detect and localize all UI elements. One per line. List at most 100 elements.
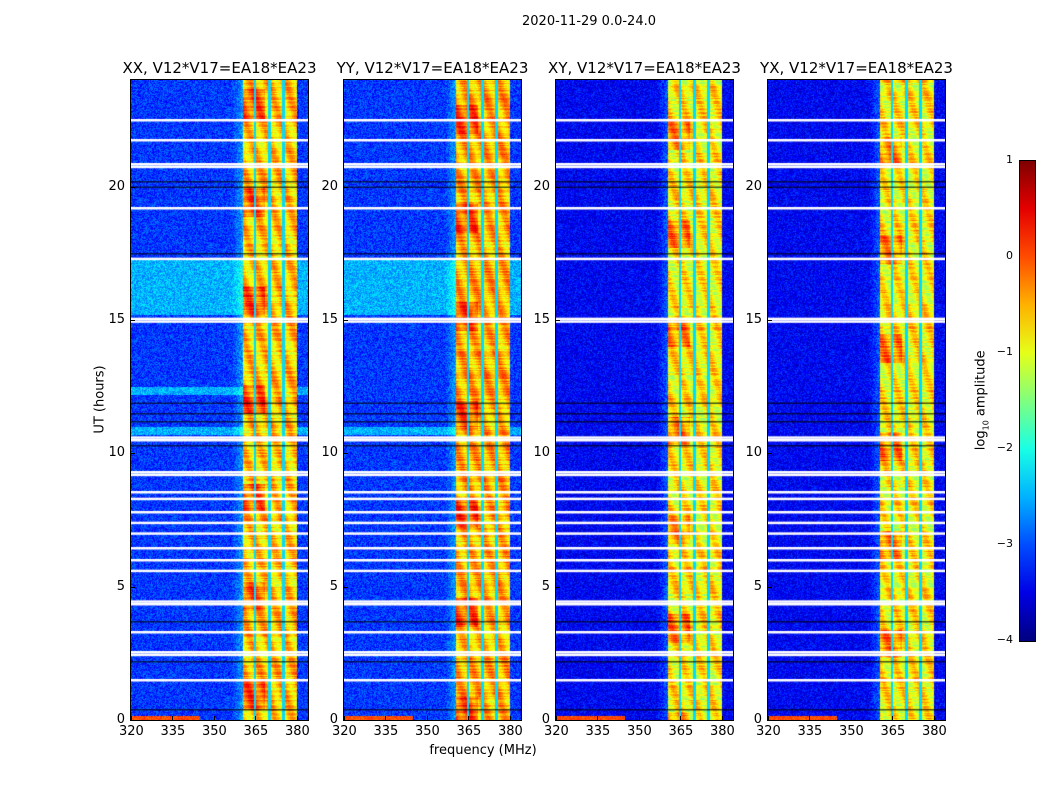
colorbar-tick-label: −1 bbox=[996, 345, 1013, 358]
x-tick-mark bbox=[426, 716, 428, 720]
y-axis-label: UT (hours) bbox=[92, 365, 108, 434]
x-tick-mark bbox=[809, 716, 811, 720]
x-tick-label: 365 bbox=[668, 724, 694, 739]
y-tick-mark bbox=[556, 320, 560, 321]
heatmap-panel-1 bbox=[343, 79, 522, 721]
x-tick-label: 335 bbox=[160, 724, 186, 739]
colorbar-tick-label: −3 bbox=[996, 537, 1013, 550]
x-tick-label: 350 bbox=[626, 724, 652, 739]
x-tick-mark bbox=[509, 716, 511, 720]
y-tick-label: 15 bbox=[108, 312, 125, 327]
panel-title: YX, V12*V17=EA18*EA23 bbox=[760, 59, 953, 77]
x-tick-label: 350 bbox=[414, 724, 440, 739]
y-tick-label: 5 bbox=[116, 578, 125, 594]
x-tick-label: 380 bbox=[709, 724, 735, 739]
x-tick-mark bbox=[296, 716, 298, 720]
y-tick-label: 20 bbox=[745, 178, 762, 194]
y-tick-mark bbox=[768, 586, 772, 588]
y-tick-mark bbox=[556, 586, 560, 588]
x-axis-label: frequency (MHz) bbox=[429, 743, 537, 758]
x-tick-label: 350 bbox=[201, 724, 227, 739]
heatmap-panel-2 bbox=[555, 79, 734, 721]
panel-title: XX, V12*V17=EA18*EA23 bbox=[122, 59, 317, 77]
y-tick-label: 10 bbox=[321, 445, 338, 461]
y-tick-label: 20 bbox=[533, 178, 550, 194]
colorbar-tick-label: 0 bbox=[1006, 249, 1013, 262]
x-tick-mark bbox=[468, 716, 470, 720]
panel-title: XY, V12*V17=EA18*EA23 bbox=[548, 59, 741, 77]
x-tick-mark bbox=[131, 716, 132, 720]
y-tick-label: 20 bbox=[321, 178, 338, 194]
y-tick-mark bbox=[556, 453, 560, 455]
x-tick-mark bbox=[556, 716, 557, 720]
y-tick-label: 15 bbox=[321, 312, 338, 327]
heatmap-image bbox=[768, 80, 945, 720]
y-tick-mark bbox=[556, 186, 560, 188]
y-tick-mark bbox=[344, 586, 348, 588]
y-tick-label: 10 bbox=[745, 445, 762, 461]
x-tick-mark bbox=[768, 716, 769, 720]
y-tick-label: 15 bbox=[745, 312, 762, 327]
x-tick-mark bbox=[344, 716, 345, 720]
x-tick-mark bbox=[680, 716, 682, 720]
x-tick-label: 335 bbox=[373, 724, 399, 739]
y-tick-mark bbox=[344, 720, 348, 721]
y-tick-mark bbox=[131, 453, 135, 455]
colorbar bbox=[1019, 160, 1036, 642]
heatmap-panel-3 bbox=[767, 79, 946, 721]
y-tick-mark bbox=[131, 186, 135, 188]
figure-title: 2020-11-29 0.0-24.0 bbox=[522, 14, 656, 29]
y-tick-label: 20 bbox=[108, 178, 125, 194]
x-tick-label: 380 bbox=[284, 724, 310, 739]
x-tick-label: 335 bbox=[585, 724, 611, 739]
heatmap-image bbox=[344, 80, 521, 720]
colorbar-tick-label: 1 bbox=[1006, 153, 1013, 166]
y-tick-label: 0 bbox=[541, 712, 550, 727]
colorbar-tick-label: −4 bbox=[996, 633, 1013, 646]
x-tick-mark bbox=[597, 716, 599, 720]
x-tick-label: 335 bbox=[797, 724, 823, 739]
y-tick-mark bbox=[131, 586, 135, 588]
x-tick-mark bbox=[213, 716, 215, 720]
y-tick-label: 0 bbox=[116, 712, 125, 727]
y-tick-label: 15 bbox=[533, 312, 550, 327]
x-tick-label: 365 bbox=[243, 724, 269, 739]
heatmap-panel-0 bbox=[130, 79, 309, 721]
y-tick-mark bbox=[344, 320, 348, 321]
x-tick-mark bbox=[638, 716, 640, 720]
y-tick-mark bbox=[768, 453, 772, 455]
y-tick-label: 0 bbox=[753, 712, 762, 727]
x-tick-label: 365 bbox=[880, 724, 906, 739]
y-tick-mark bbox=[131, 320, 135, 321]
y-tick-mark bbox=[131, 720, 135, 721]
y-tick-mark bbox=[344, 453, 348, 455]
x-tick-mark bbox=[385, 716, 387, 720]
x-tick-mark bbox=[172, 716, 174, 720]
y-tick-label: 5 bbox=[541, 578, 550, 594]
x-tick-mark bbox=[721, 716, 723, 720]
y-tick-label: 0 bbox=[329, 712, 338, 727]
x-tick-label: 380 bbox=[497, 724, 523, 739]
x-tick-mark bbox=[850, 716, 852, 720]
x-tick-label: 320 bbox=[756, 724, 781, 739]
y-tick-label: 10 bbox=[108, 445, 125, 461]
x-tick-label: 320 bbox=[119, 724, 144, 739]
y-tick-mark bbox=[768, 320, 772, 321]
y-tick-mark bbox=[768, 720, 772, 721]
x-tick-label: 320 bbox=[544, 724, 569, 739]
x-tick-label: 380 bbox=[921, 724, 947, 739]
y-tick-label: 5 bbox=[329, 578, 338, 594]
y-tick-label: 5 bbox=[753, 578, 762, 594]
x-tick-mark bbox=[255, 716, 257, 720]
x-tick-mark bbox=[933, 716, 935, 720]
y-tick-mark bbox=[556, 720, 560, 721]
x-tick-label: 350 bbox=[838, 724, 864, 739]
y-tick-mark bbox=[768, 186, 772, 188]
x-tick-label: 320 bbox=[332, 724, 357, 739]
y-tick-label: 10 bbox=[533, 445, 550, 461]
x-tick-label: 365 bbox=[456, 724, 482, 739]
colorbar-tick-label: −2 bbox=[996, 441, 1013, 454]
y-tick-mark bbox=[344, 186, 348, 188]
heatmap-image bbox=[556, 80, 733, 720]
